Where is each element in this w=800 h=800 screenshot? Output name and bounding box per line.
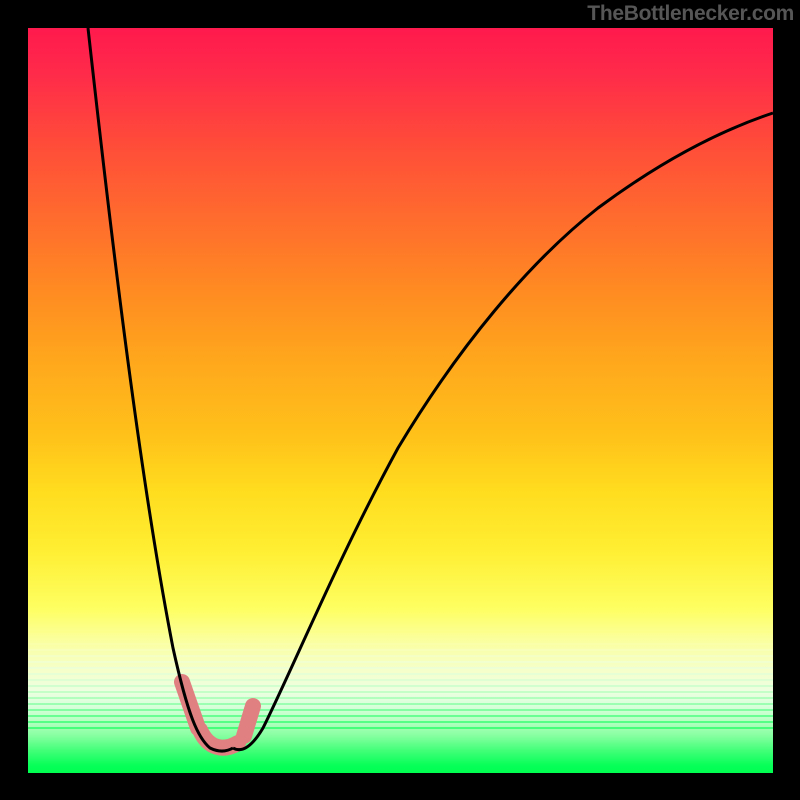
chart-outer-frame: TheBottlenecker.com	[0, 0, 800, 800]
plot-area	[28, 28, 773, 773]
watermark-text: TheBottlenecker.com	[587, 2, 794, 26]
highlight-markers-group	[182, 682, 253, 748]
right-curve	[233, 113, 773, 750]
left-curve	[88, 28, 233, 751]
highlight-marker	[244, 706, 253, 736]
curves-svg	[28, 28, 773, 773]
